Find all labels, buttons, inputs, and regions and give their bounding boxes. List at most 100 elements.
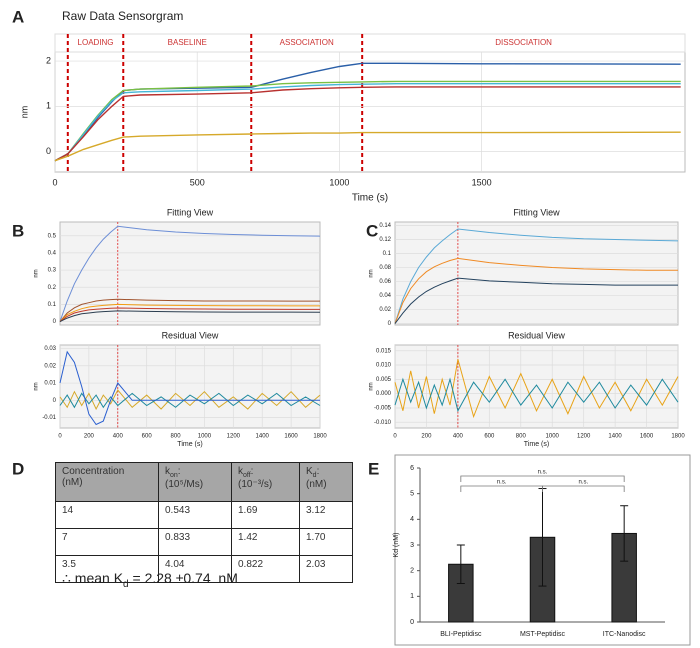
x-tick-label: 0 xyxy=(52,177,57,187)
y-tick-label: -0.005 xyxy=(374,406,392,412)
header-line: Concentration xyxy=(62,466,152,477)
significance-bracket xyxy=(460,485,543,492)
significance-label: n.s. xyxy=(538,470,548,476)
series-line xyxy=(59,298,320,322)
summary-subscript: d xyxy=(123,578,129,590)
y-axis-label: nm xyxy=(34,269,40,277)
x-tick-label: 600 xyxy=(142,434,153,440)
y-tick-label: -0.010 xyxy=(374,420,392,426)
table-cell: 7 xyxy=(55,528,159,556)
significance-bracket xyxy=(460,475,625,482)
x-tick-label: 200 xyxy=(421,434,432,440)
chart-title: Residual View xyxy=(508,330,565,340)
y-tick-label: 0.02 xyxy=(44,363,56,369)
y-axis-label: nm xyxy=(34,382,40,390)
y-tick-label: 0.000 xyxy=(376,391,392,397)
y-tick-label: 4 xyxy=(410,516,414,523)
x-tick-label: 1400 xyxy=(256,434,270,440)
x-axis-label: Time (s) xyxy=(524,441,549,448)
significance-bracket xyxy=(542,485,625,492)
y-tick-label: 6 xyxy=(410,465,414,472)
plot-area xyxy=(394,221,679,326)
phase-label: BASELINE xyxy=(168,38,207,47)
panel-letter: D xyxy=(12,459,24,478)
summary-prefix: ∴ mean K xyxy=(62,570,124,586)
y-tick-label: 0.12 xyxy=(379,237,391,243)
kinetics-table: Concentration (nM) kon: (10⁵/Ms) koff: (10⁻³/… xyxy=(55,462,353,583)
header-cell: kon: (10⁵/Ms) xyxy=(158,462,232,502)
header-line: Kd: xyxy=(306,466,346,479)
y-tick-label: 0 xyxy=(53,398,57,404)
plot-area xyxy=(54,51,686,173)
x-tick-label: 400 xyxy=(453,434,464,440)
x-axis-label: Time (s) xyxy=(352,193,388,204)
header-subscript: d xyxy=(312,472,317,479)
table-cell: 1.42 xyxy=(231,528,300,556)
table-cell: 14 xyxy=(55,501,159,529)
y-tick-label: 1 xyxy=(410,593,414,600)
header-line: kon: xyxy=(165,466,225,479)
x-tick-label: MST-Peptidisc xyxy=(520,631,566,638)
x-tick-label: 1200 xyxy=(227,434,241,440)
x-tick-label: 1200 xyxy=(577,434,591,440)
header-cell: Kd: (nM) xyxy=(299,462,353,502)
series-line xyxy=(394,277,678,324)
series-line xyxy=(394,228,679,324)
y-tick-label: 0 xyxy=(410,619,414,626)
y-tick-label: 3 xyxy=(410,542,414,549)
y-tick-label: 0 xyxy=(388,321,392,327)
table-cell: 0.822 xyxy=(231,555,300,583)
x-tick-label: 1600 xyxy=(284,434,298,440)
table-row: 14 0.543 1.69 3.12 xyxy=(55,501,353,529)
table-header-row: Concentration (nM) kon: (10⁵/Ms) koff: (10⁻³/… xyxy=(55,462,353,502)
x-tick-label: 1000 xyxy=(198,434,212,440)
y-tick-label: 0.01 xyxy=(44,381,56,387)
series-line xyxy=(59,225,321,322)
y-tick-label: 0.2 xyxy=(48,285,57,291)
chart-title: Fitting View xyxy=(513,207,560,217)
x-tick-label: 1500 xyxy=(472,177,492,187)
series-line xyxy=(394,257,678,324)
y-tick-label: 0.04 xyxy=(379,293,391,299)
y-axis-label: nm xyxy=(369,382,375,390)
x-tick-label: 1600 xyxy=(640,434,654,440)
header-suffix: : xyxy=(177,466,181,477)
y-tick-label: 2 xyxy=(410,568,414,575)
y-tick-label: 2 xyxy=(46,55,51,65)
x-tick-label: 1000 xyxy=(546,434,560,440)
y-tick-label: 0.010 xyxy=(376,363,392,369)
summary-suffix: = 2.28 ±0.74 nM xyxy=(128,570,238,586)
summary-line: ∴ mean Kd = 2.28 ±0.74 nM xyxy=(62,570,238,590)
x-tick-label: 800 xyxy=(516,434,527,440)
y-axis-label: nm xyxy=(369,269,375,277)
y-tick-label: 0.1 xyxy=(383,251,392,257)
series-line xyxy=(54,62,681,162)
chart-title: Residual View xyxy=(162,330,219,340)
x-tick-label: ITC-Nanodisc xyxy=(603,631,646,638)
header-subscript: off xyxy=(243,472,251,479)
header-unit: (nM) xyxy=(62,477,83,488)
plot-area xyxy=(394,344,679,429)
series-line xyxy=(59,307,320,323)
phase-label: DISSOCIATION xyxy=(495,38,552,47)
table-cell: 1.69 xyxy=(231,501,300,529)
series-line xyxy=(59,303,320,322)
y-tick-label: 0.02 xyxy=(379,307,391,313)
y-tick-label: 0.5 xyxy=(48,233,57,239)
x-axis-label: Time (s) xyxy=(177,441,202,448)
chart-title: Raw Data Sensorgram xyxy=(62,9,183,23)
header-symbol: k xyxy=(165,466,170,477)
x-tick-label: 1000 xyxy=(329,177,349,187)
table-row: 7 0.833 1.42 1.70 xyxy=(55,528,353,556)
x-tick-label: 600 xyxy=(484,434,495,440)
x-tick-label: 1400 xyxy=(608,434,622,440)
x-tick-label: 1800 xyxy=(313,434,327,440)
significance-label: n.s. xyxy=(497,480,507,486)
y-axis-label: nm xyxy=(19,106,29,119)
table-cell: 1.70 xyxy=(299,528,353,556)
table-cell: 0.833 xyxy=(158,528,232,556)
y-axis-label: Kd (nM) xyxy=(393,533,400,558)
panel-frame xyxy=(394,454,691,646)
